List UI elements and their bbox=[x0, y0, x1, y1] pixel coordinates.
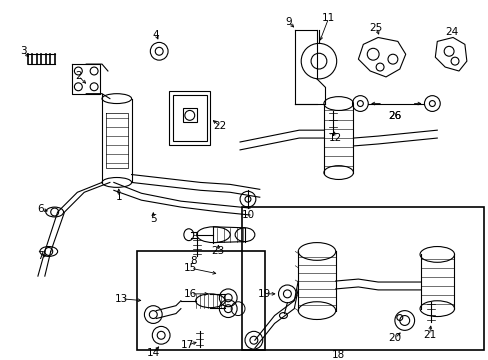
Text: 22: 22 bbox=[213, 121, 226, 131]
Text: 26: 26 bbox=[387, 111, 401, 121]
Text: 23: 23 bbox=[211, 247, 224, 256]
Text: 3: 3 bbox=[20, 46, 26, 56]
Bar bbox=[169, 91, 210, 145]
Bar bbox=[136, 251, 264, 350]
Text: 1: 1 bbox=[115, 192, 122, 202]
Text: 6: 6 bbox=[38, 204, 44, 214]
Text: 26: 26 bbox=[387, 111, 401, 121]
Text: 20: 20 bbox=[387, 333, 401, 343]
Text: 12: 12 bbox=[328, 133, 342, 143]
Text: 15: 15 bbox=[184, 263, 197, 273]
Text: 14: 14 bbox=[146, 348, 160, 358]
Text: 9: 9 bbox=[285, 17, 291, 27]
Text: 18: 18 bbox=[331, 350, 345, 360]
Text: 8: 8 bbox=[190, 256, 197, 266]
Text: 11: 11 bbox=[322, 13, 335, 23]
Text: 24: 24 bbox=[445, 27, 458, 37]
Text: 19: 19 bbox=[258, 289, 271, 299]
Text: 7: 7 bbox=[38, 251, 44, 261]
Text: 10: 10 bbox=[241, 210, 254, 220]
Bar bbox=[183, 108, 196, 122]
Bar bbox=[242, 207, 483, 350]
Text: 17: 17 bbox=[181, 340, 194, 350]
Text: 5: 5 bbox=[150, 214, 156, 224]
Text: 13: 13 bbox=[115, 294, 128, 304]
Text: 25: 25 bbox=[369, 23, 382, 33]
Text: 4: 4 bbox=[153, 30, 159, 40]
Bar bbox=[173, 95, 206, 141]
Text: 16: 16 bbox=[184, 289, 197, 299]
Text: 21: 21 bbox=[422, 330, 435, 340]
Text: 2: 2 bbox=[75, 71, 81, 81]
